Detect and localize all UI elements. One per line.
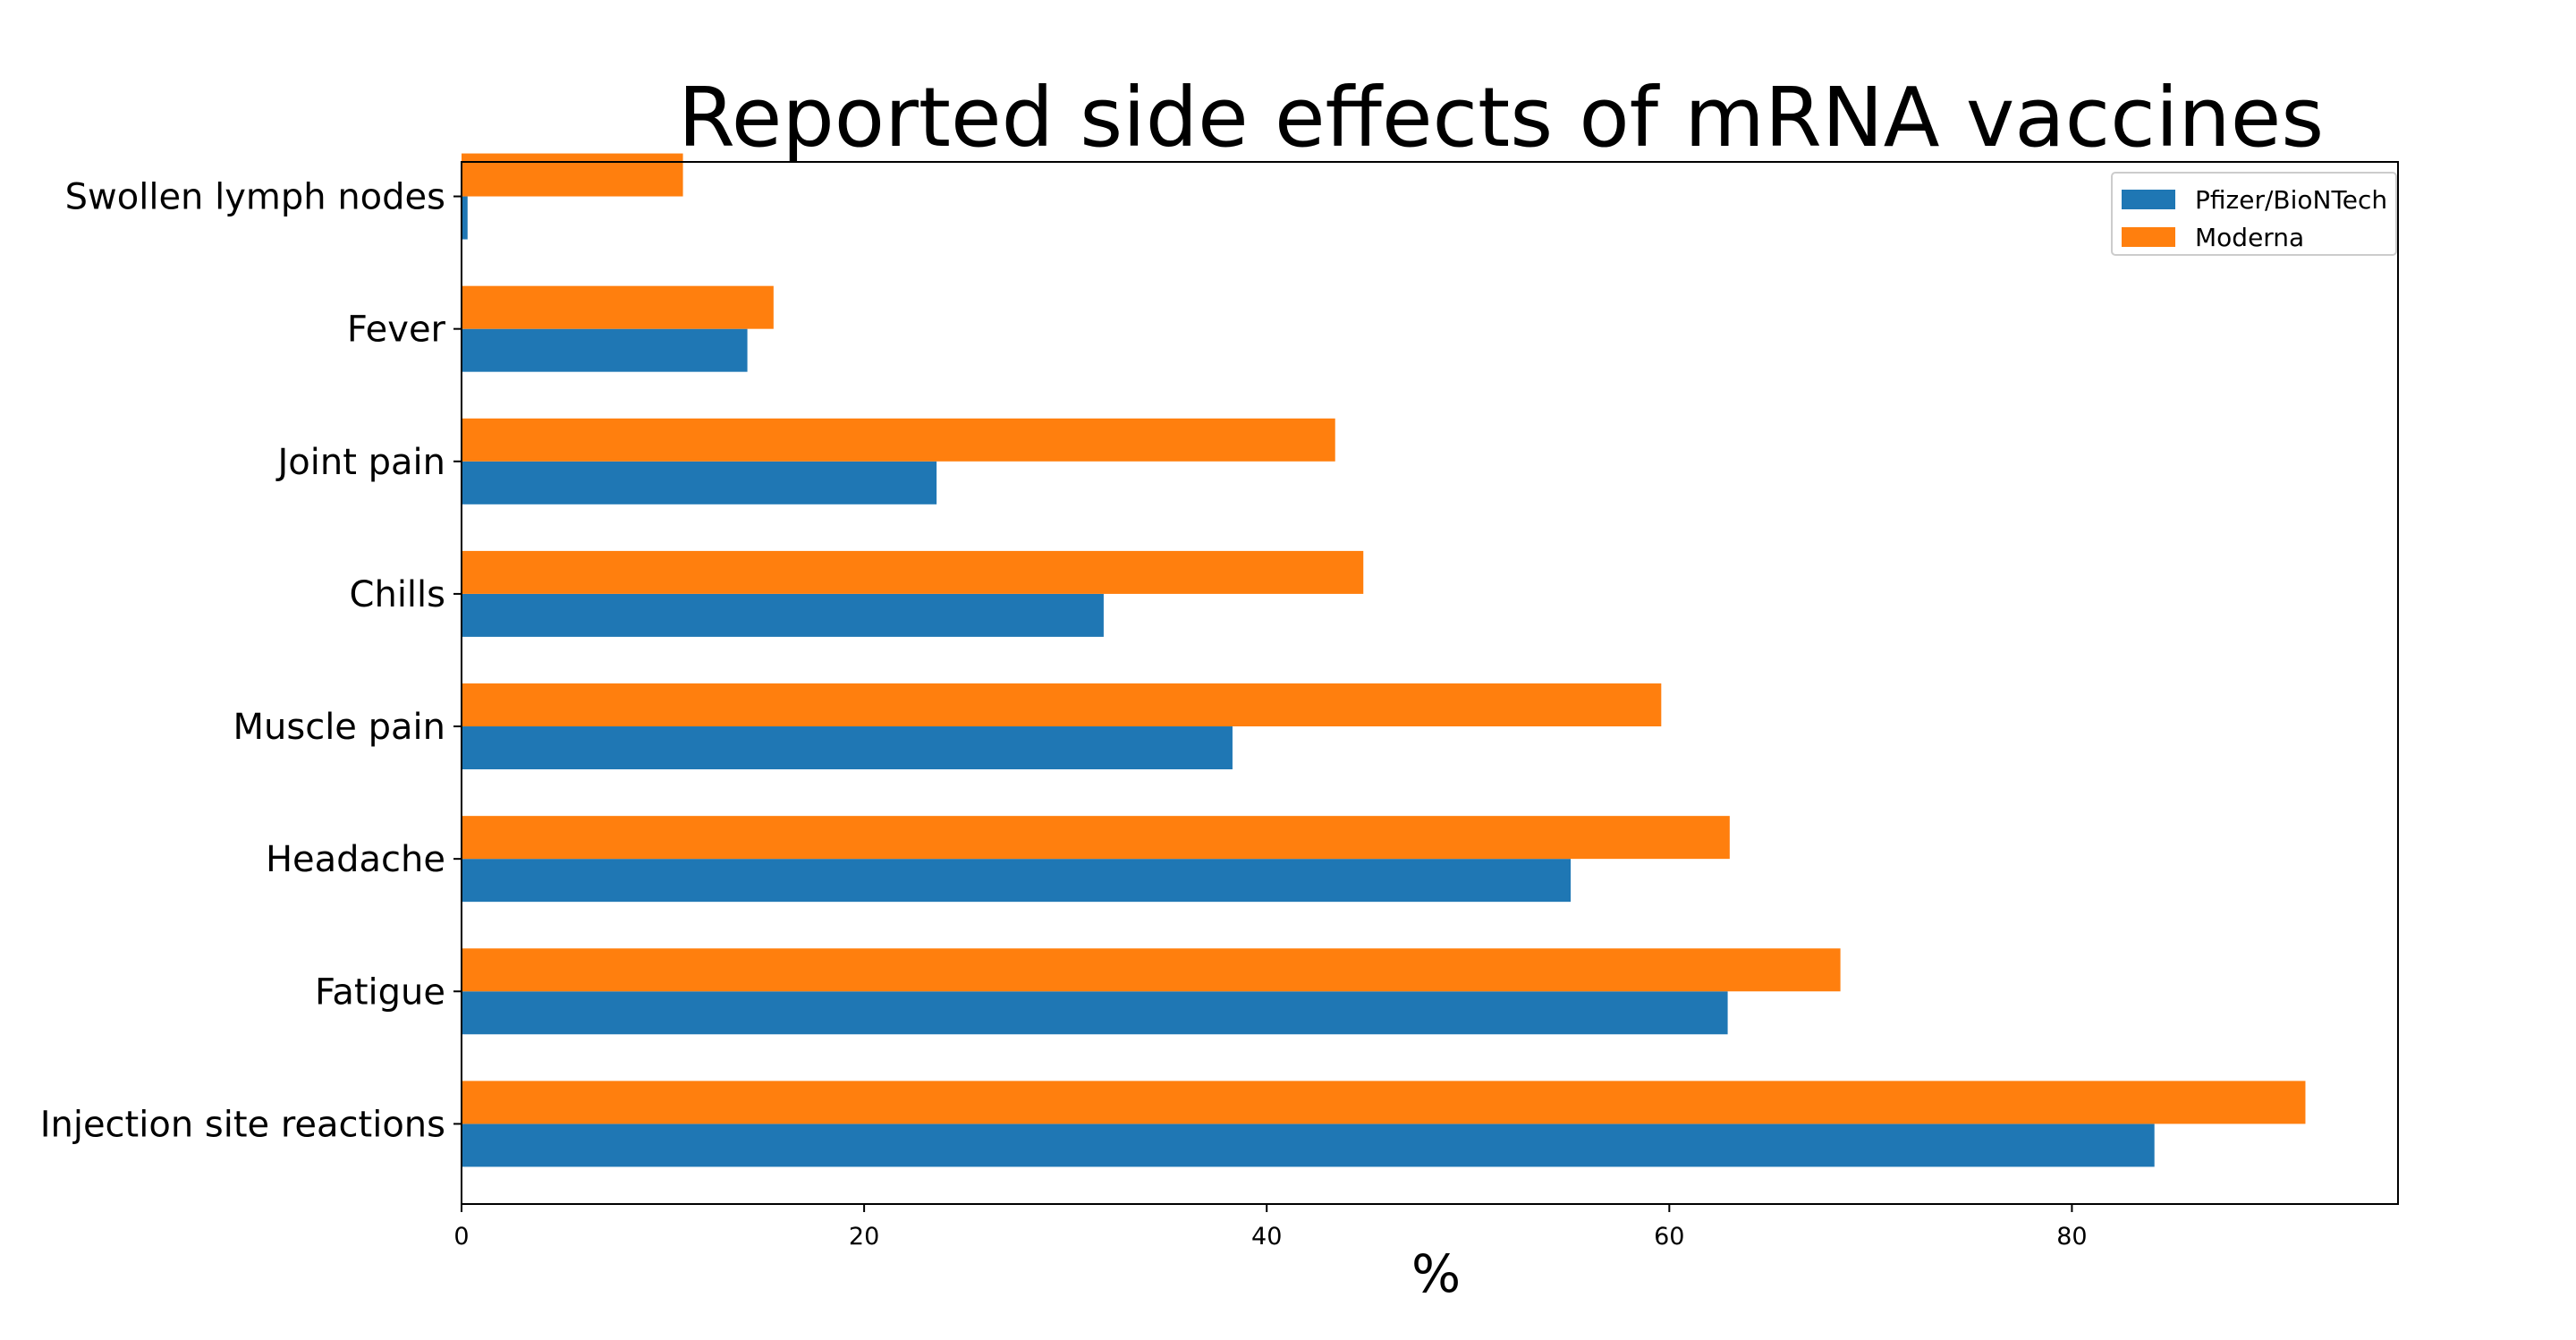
y-tick-label: Swollen lymph nodes — [65, 177, 445, 218]
bar-pfizer-3 — [462, 726, 1233, 770]
legend-swatch-pfizer — [2122, 190, 2175, 209]
x-tick-label: 40 — [1251, 1223, 1282, 1251]
y-tick-label: Fever — [347, 310, 446, 351]
bar-moderna-4 — [462, 550, 1364, 594]
plot-frame — [461, 161, 2399, 1205]
bar-pfizer-1 — [462, 991, 1728, 1035]
chart-title-text: Reported side effects of mRNA vaccines — [678, 70, 2325, 165]
x-tick-label: 0 — [453, 1223, 469, 1251]
x-axis: 0 20 40 60 80 — [453, 1204, 2088, 1251]
bar-pfizer-2 — [462, 859, 1572, 903]
bar-pfizer-4 — [462, 593, 1104, 637]
y-tick-label: Joint pain — [275, 442, 446, 483]
legend-label-pfizer: Pfizer/BioNTech — [2195, 184, 2388, 215]
bar-moderna-1 — [462, 948, 1841, 992]
x-tick-label: 80 — [2056, 1223, 2087, 1251]
axes — [461, 161, 2399, 1205]
bar-moderna-0 — [462, 1081, 2306, 1124]
y-tick-label: Muscle pain — [233, 707, 446, 748]
legend-label-moderna: Moderna — [2195, 222, 2305, 252]
legend-swatch-moderna — [2122, 227, 2175, 247]
x-tick-label: 20 — [849, 1223, 879, 1251]
x-tick-label: 60 — [1654, 1223, 1684, 1251]
y-axis: Injection site reactions Fatigue Headache M… — [40, 177, 462, 1145]
bar-pfizer-6 — [462, 328, 748, 372]
bar-pfizer-0 — [462, 1124, 2155, 1167]
bar-moderna-6 — [462, 285, 774, 329]
legend-entry-moderna: Moderna — [2122, 222, 2304, 252]
y-tick-label: Injection site reactions — [40, 1104, 445, 1145]
bar-moderna-3 — [462, 683, 1662, 727]
legend-entry-pfizer: Pfizer/BioNTech — [2122, 184, 2387, 215]
legend: Pfizer/BioNTech Moderna — [2111, 172, 2397, 256]
bar-pfizer-5 — [462, 461, 937, 505]
bar-moderna-2 — [462, 816, 1730, 860]
y-tick-label: Chills — [350, 574, 445, 615]
bar-group — [462, 153, 2306, 1167]
bar-moderna-7 — [462, 153, 683, 197]
bar-pfizer-7 — [462, 196, 468, 240]
x-axis-label: % — [1411, 1243, 1462, 1304]
y-tick-label: Headache — [266, 839, 445, 880]
bar-moderna-5 — [462, 418, 1335, 462]
y-tick-label: Fatigue — [315, 971, 445, 1013]
